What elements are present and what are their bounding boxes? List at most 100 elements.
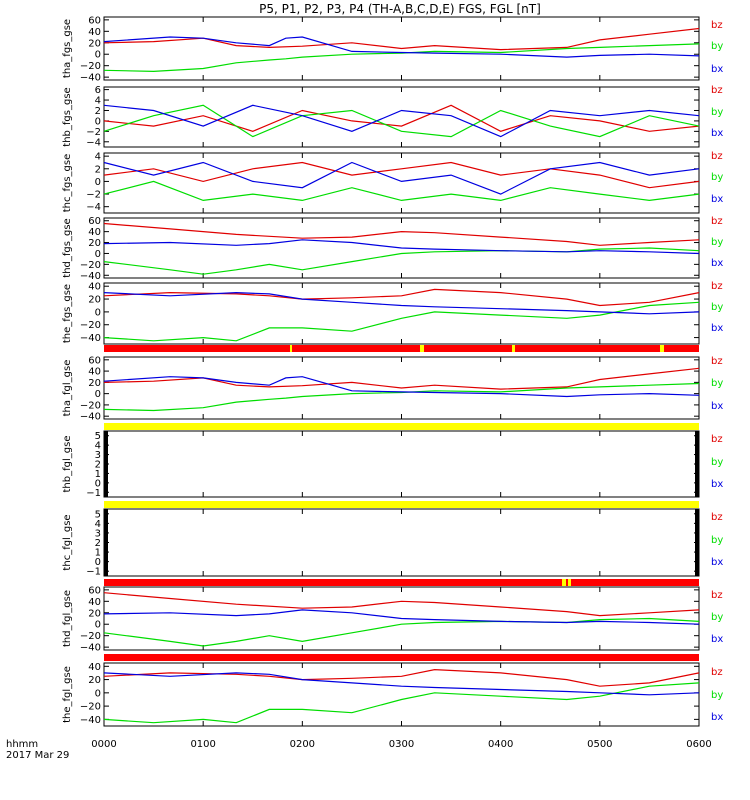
legend-by: by xyxy=(711,612,723,623)
y-axis-label: thb_fgl_gse xyxy=(62,436,73,493)
legend-by: by xyxy=(711,172,723,183)
flag-mark xyxy=(568,579,571,586)
legend-bx: bx xyxy=(711,634,723,645)
y-tick-label: −2 xyxy=(86,190,101,201)
legend-bz: bz xyxy=(711,590,723,601)
data-edge-bar xyxy=(104,431,108,497)
y-tick-label: −1 xyxy=(86,567,101,578)
series-by-line xyxy=(103,382,700,412)
y-tick-label: 20 xyxy=(88,608,101,619)
y-tick-label: −40 xyxy=(80,412,101,423)
y-tick-label: 5 xyxy=(95,509,101,520)
legend-by: by xyxy=(711,535,723,546)
y-tick-label: −40 xyxy=(80,715,101,726)
y-tick-label: −4 xyxy=(86,202,101,213)
y-tick-label: −20 xyxy=(80,702,101,713)
series-bx-line xyxy=(103,104,700,138)
legend-bx: bx xyxy=(711,128,723,139)
time-axis: 0000 0100 0200 0300 0400 0500 0600 xyxy=(91,739,711,750)
legend-by: by xyxy=(711,107,723,118)
legend-by: by xyxy=(711,302,723,313)
y-tick-label: −20 xyxy=(80,631,101,642)
legend-bz: bz xyxy=(711,667,723,678)
footer-date: 2017 Mar 29 xyxy=(6,750,69,761)
y-tick-label: 20 xyxy=(88,238,101,249)
y-axis-label: tha_fgs_gse xyxy=(62,19,73,78)
footer-time-format: hhmm xyxy=(6,739,38,750)
y-tick-label: 40 xyxy=(88,662,101,673)
legend-bx: bx xyxy=(711,401,723,412)
y-tick-label: 3 xyxy=(95,450,101,461)
y-tick-label: 40 xyxy=(88,597,101,608)
y-axis-label: thb_fgs_gse xyxy=(62,87,73,146)
y-tick-label: 0 xyxy=(95,389,101,400)
flag-bar xyxy=(104,423,699,430)
flag-bar xyxy=(104,654,699,661)
y-tick-label: 3 xyxy=(95,528,101,539)
flag-bar xyxy=(104,579,699,586)
data-edge-bar xyxy=(695,509,699,576)
y-tick-label: 40 xyxy=(88,367,101,378)
x-tick-label: 0200 xyxy=(290,739,315,750)
flag-bar xyxy=(104,501,699,508)
panel-frame xyxy=(103,152,700,214)
legend-by: by xyxy=(711,237,723,248)
y-tick-label: 20 xyxy=(88,378,101,389)
series-bx-line xyxy=(103,36,700,58)
legend-bz: bz xyxy=(711,281,723,292)
y-tick-label: 6 xyxy=(95,85,101,96)
flag-mark xyxy=(512,345,515,352)
y-tick-label: 0 xyxy=(95,557,101,568)
x-tick-label: 0400 xyxy=(488,739,513,750)
series-bz-line xyxy=(103,104,700,132)
y-axis-label: thd_fgl_gse xyxy=(62,590,73,647)
y-tick-label: −20 xyxy=(80,400,101,411)
y-tick-label: −40 xyxy=(80,333,101,344)
legend-bz: bz xyxy=(711,85,723,96)
series-by-line xyxy=(103,180,700,202)
y-tick-label: 0 xyxy=(95,50,101,61)
y-tick-label: 40 xyxy=(88,227,101,238)
legend-by: by xyxy=(711,690,723,701)
y-axis-label: thc_fgs_gse xyxy=(62,154,73,213)
legend-bx: bx xyxy=(711,479,723,490)
y-tick-label: 2 xyxy=(95,106,101,117)
series-bz-line xyxy=(103,592,700,617)
y-tick-label: 0 xyxy=(95,116,101,127)
legend-bz: bz xyxy=(711,512,723,523)
y-axis-label: thd_fgs_gse xyxy=(62,218,73,277)
y-tick-label: 20 xyxy=(88,675,101,686)
flag-mark xyxy=(660,345,664,352)
flag-bar xyxy=(104,345,699,352)
legend-bx: bx xyxy=(711,258,723,269)
x-tick-label: 0100 xyxy=(190,739,215,750)
y-tick-label: −2 xyxy=(86,127,101,138)
y-tick-label: 40 xyxy=(88,27,101,38)
series-bx-line xyxy=(103,609,700,625)
legend-bz: bz xyxy=(711,151,723,162)
flag-mark xyxy=(420,345,424,352)
y-axis-label: tha_fgl_gse xyxy=(62,360,73,417)
legend-bz: bz xyxy=(711,20,723,31)
y-tick-label: 60 xyxy=(88,585,101,596)
legend-bz: bz xyxy=(711,434,723,445)
legend-by: by xyxy=(711,457,723,468)
y-tick-label: −20 xyxy=(80,260,101,271)
series-bz-line xyxy=(103,668,700,687)
series-by-line xyxy=(103,617,700,647)
y-tick-label: 4 xyxy=(95,441,101,452)
series-bz-line xyxy=(103,161,700,189)
y-tick-label: 0 xyxy=(95,620,101,631)
y-tick-label: 60 xyxy=(88,15,101,26)
y-tick-label: 4 xyxy=(95,519,101,530)
series-by-line xyxy=(103,301,700,342)
flag-mark xyxy=(562,579,566,586)
panel-frame xyxy=(103,508,700,577)
y-tick-label: 60 xyxy=(88,216,101,227)
